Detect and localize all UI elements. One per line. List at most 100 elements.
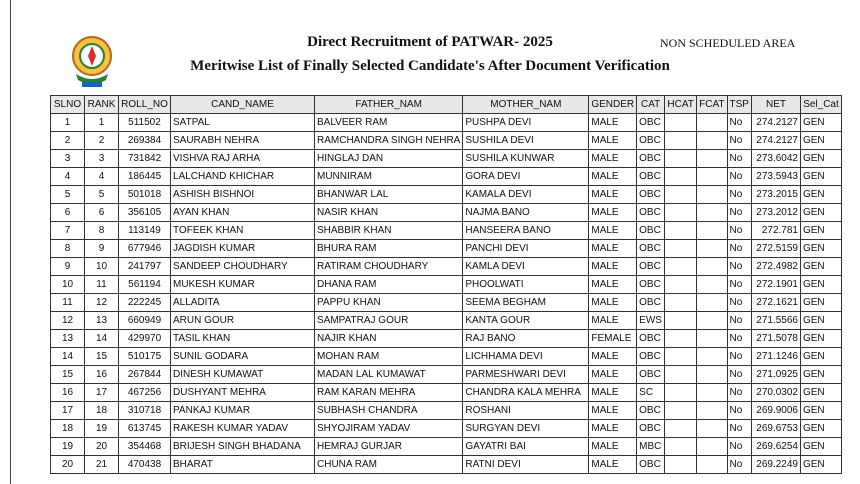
table-cell: 269.6753 [750,419,801,438]
table-cell: 18 [84,401,119,420]
table-cell: PARMESHWARI DEVI [462,365,590,384]
table-cell: 10 [84,257,119,276]
table-cell [664,419,698,438]
table-cell: 310718 [118,401,171,420]
table-cell: GEN [799,131,842,150]
table-cell: OBC [636,329,666,348]
table-cell: DUSHYANT MEHRA [170,383,315,402]
margin-line [10,0,11,484]
table-cell: OBC [636,239,666,258]
table-cell: 3 [84,149,119,168]
table-cell: ALLADITA [170,293,315,312]
table-row: 7 8 113149 TOFEEK KHAN SHABBIR KHAN HANSEERA … [50,221,842,240]
table-cell: TASIL KHAN [170,329,315,348]
table-cell [664,149,698,168]
table-cell: LALCHAND KHICHAR [170,167,315,186]
table-cell: TOFEEK KHAN [170,221,315,240]
table-row: 5 5 501018 ASHISH BISHNOI BHANWAR LAL KAMALA … [50,185,842,204]
table-cell: HEMRAJ GURJAR [313,437,464,456]
table-cell: GEN [799,113,842,132]
table-cell: 272.1901 [750,275,801,294]
table-cell: BHARAT [170,455,315,474]
table-cell: OBC [636,455,666,474]
table-cell [664,311,698,330]
table-cell: 17 [50,401,85,420]
table-row: 8 9 677946 JAGDISH KUMAR BHURA RAM PANCHI DEV… [50,239,842,258]
subtitle: Meritwise List of Finally Selected Candi… [190,58,670,74]
table-cell: MOHAN RAM [313,347,464,366]
table-cell: 13 [50,329,85,348]
table-cell [696,185,728,204]
table-cell: 270.0302 [750,383,801,402]
table-cell: DINESH KUMAWAT [170,365,315,384]
table-cell: 677946 [118,239,171,258]
table-row: 18 19 613745 RAKESH KUMAR YADAV SHYOJIRAM YA… [50,419,842,438]
table-cell: LICHHAMA DEVI [462,347,590,366]
table-cell [696,149,728,168]
table-cell: GEN [799,149,842,168]
merit-table: SLNO RANK ROLL_NO CAND_NAME FATHER_NAM MOTHER… [50,95,842,474]
table-cell: 510175 [118,347,171,366]
table-cell: PANKAJ KUMAR [170,401,315,420]
table-cell: 731842 [118,149,171,168]
table-cell: MALE [588,401,638,420]
column-header: GENDER [588,95,638,114]
title: Direct Recruitment of PATWAR- 2025 [307,34,553,50]
table-cell: 271.5566 [750,311,801,330]
table-row: 11 12 222245 ALLADITA PAPPU KHAN SEEMA BEGHAM… [50,293,842,312]
table-cell: MALE [588,113,638,132]
table-cell [664,113,698,132]
column-header: Sel_Cat [799,95,842,114]
table-cell: 2 [50,131,85,150]
table-cell: 429970 [118,329,171,348]
table-cell [696,167,728,186]
table-cell [696,203,728,222]
table-cell: OBC [636,131,666,150]
table-cell: GEN [799,203,842,222]
table-cell: MALE [588,185,638,204]
table-cell: No [726,293,752,312]
column-header: ROLL_NO [118,95,171,114]
table-cell: 269.6254 [750,437,801,456]
table-cell: GEN [799,419,842,438]
table-cell: No [726,347,752,366]
table-cell: SC [636,383,666,402]
table-cell: OBC [636,185,666,204]
table-cell: 273.2012 [750,203,801,222]
table-cell: MALE [588,275,638,294]
table-cell: SUSHILA KUNWAR [462,149,590,168]
table-cell [696,257,728,276]
table-row: 15 16 267844 DINESH KUMAWAT MADAN LAL KUMAWA… [50,365,842,384]
table-cell: 16 [50,383,85,402]
table-cell [664,293,698,312]
header-row: SLNO RANK ROLL_NO CAND_NAME FATHER_NAM MOTHER… [50,95,842,114]
table-cell: PUSHPA DEVI [462,113,590,132]
table-cell: SEEMA BEGHAM [462,293,590,312]
table-cell: SAMPATRAJ GOUR [313,311,464,330]
table-cell: GEN [799,347,842,366]
table-cell: MALE [588,311,638,330]
table-cell: 12 [50,311,85,330]
table-cell: 18 [50,419,85,438]
table-cell: GEN [799,401,842,420]
table-cell [664,185,698,204]
table-cell: No [726,455,752,474]
table-cell: NAJMA BANO [462,203,590,222]
table-cell: PAPPU KHAN [313,293,464,312]
table-cell: 2 [84,131,119,150]
table-cell: 271.0925 [750,365,801,384]
table-cell: No [726,167,752,186]
table-cell [696,383,728,402]
table-cell: MALE [588,131,638,150]
table-cell [664,131,698,150]
table-cell [696,293,728,312]
table-cell: 274.2127 [750,131,801,150]
table-cell: OBC [636,167,666,186]
table-cell: MALE [588,347,638,366]
table-cell [696,311,728,330]
table-cell: 272.1621 [750,293,801,312]
table-cell: 10 [50,275,85,294]
table-cell [664,347,698,366]
table-cell: HINGLAJ DAN [313,149,464,168]
